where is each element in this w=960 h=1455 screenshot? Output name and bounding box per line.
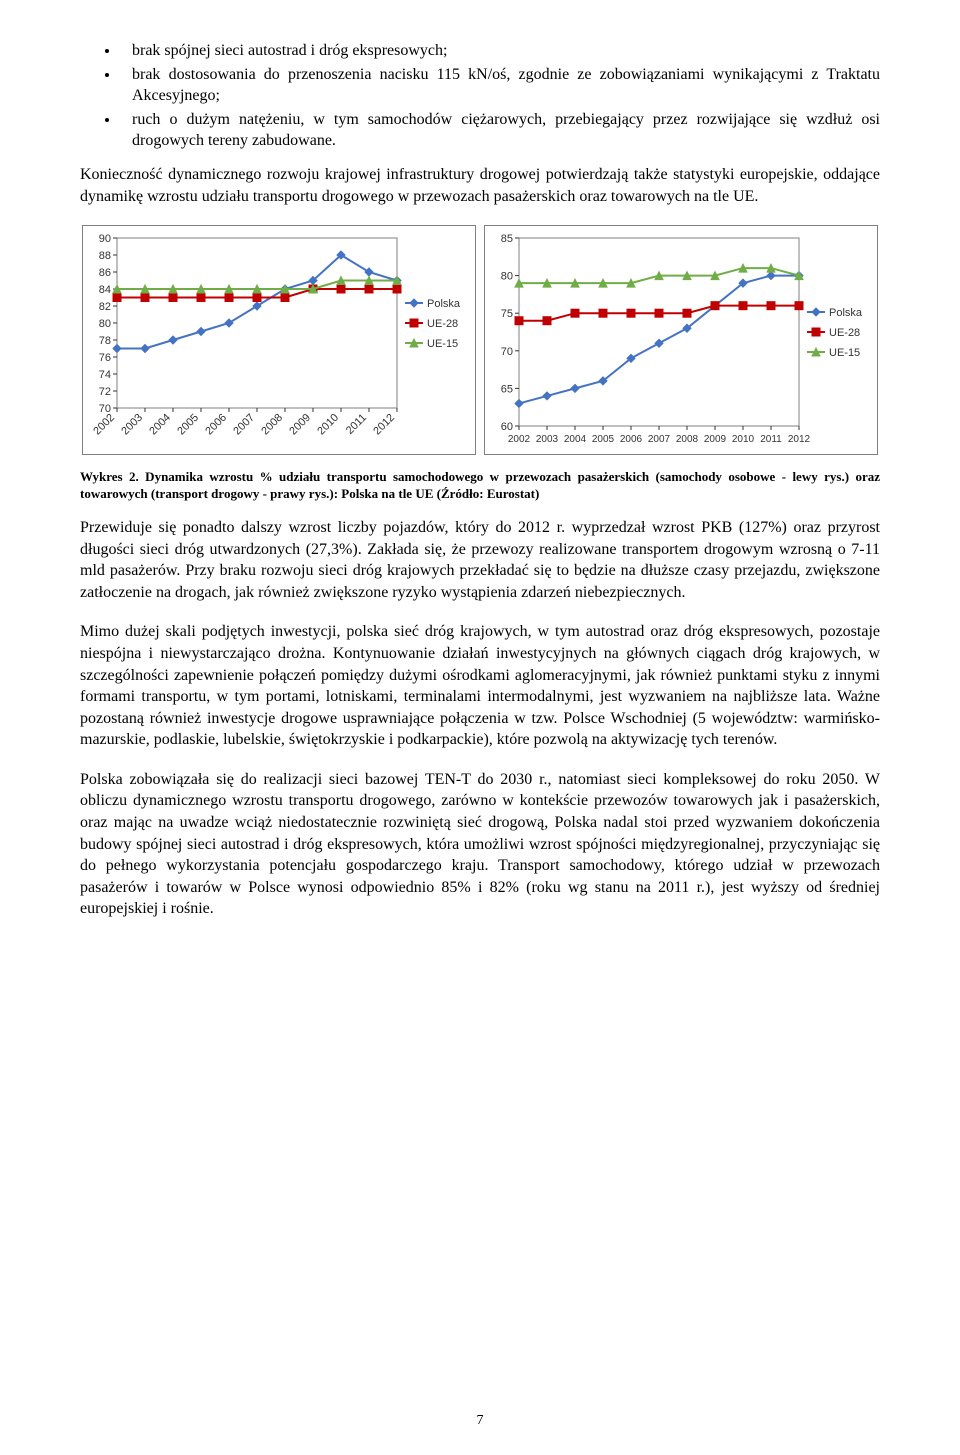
svg-text:70: 70 [501,346,513,358]
svg-text:UE-28: UE-28 [427,318,458,330]
chart-left: 7072747678808284868890200220032004200520… [82,225,476,455]
svg-text:80: 80 [99,318,111,330]
svg-text:Polska: Polska [829,307,863,319]
svg-text:2009: 2009 [704,434,727,445]
svg-text:86: 86 [99,267,111,279]
chart-right: 60 65 70 75 80 85 2002 2003 2004 2005 2006 2007 2008… [484,225,878,455]
svg-text:2011: 2011 [760,434,782,445]
svg-text:Polska: Polska [427,298,461,310]
chart-right-svg: 60 65 70 75 80 85 2002 2003 2004 2005 2006 2007 2008… [485,226,877,454]
svg-text:80: 80 [501,271,513,283]
svg-text:2007: 2007 [648,434,671,445]
paragraph: Mimo dużej skali podjętych inwestycji, p… [80,621,880,751]
paragraph: Polska zobowiązała się do realizacji sie… [80,769,880,920]
bullet-item: brak dostosowania do przenoszenia nacisk… [120,64,880,107]
svg-text:UE-15: UE-15 [829,347,860,359]
svg-text:2012: 2012 [788,434,811,445]
chart-caption: Wykres 2. Dynamika wzrostu % udziału tra… [80,469,880,503]
paragraph: Przewiduje się ponadto dalszy wzrost lic… [80,517,880,603]
svg-text:2008: 2008 [259,412,285,438]
svg-text:72: 72 [99,386,111,398]
svg-text:2006: 2006 [203,412,229,438]
svg-text:85: 85 [501,233,513,245]
bullet-item: brak spójnej sieci autostrad i dróg eksp… [120,40,880,62]
svg-text:2010: 2010 [315,412,341,438]
svg-text:2006: 2006 [620,434,643,445]
chart-left-svg: 7072747678808284868890200220032004200520… [83,226,475,454]
svg-text:65: 65 [501,384,513,396]
svg-text:2012: 2012 [371,412,397,438]
svg-text:88: 88 [99,250,111,262]
svg-text:90: 90 [99,233,111,245]
svg-text:2007: 2007 [231,412,257,438]
svg-text:2004: 2004 [147,412,173,438]
bullet-list: brak spójnej sieci autostrad i dróg eksp… [80,40,880,152]
svg-text:2005: 2005 [175,412,201,438]
svg-text:2005: 2005 [592,434,615,445]
svg-text:2010: 2010 [732,434,755,445]
svg-text:2008: 2008 [676,434,699,445]
svg-text:2004: 2004 [564,434,587,445]
svg-text:75: 75 [501,308,513,320]
svg-text:74: 74 [99,369,111,381]
svg-text:UE-28: UE-28 [829,327,860,339]
svg-text:2002: 2002 [508,434,531,445]
svg-text:2011: 2011 [344,412,369,437]
svg-text:2009: 2009 [287,412,313,438]
paragraph: Konieczność dynamicznego rozwoju krajowe… [80,164,880,207]
svg-text:2002: 2002 [91,412,117,438]
svg-text:2003: 2003 [536,434,559,445]
svg-text:76: 76 [99,352,111,364]
page-number: 7 [0,1413,960,1429]
charts-row: 7072747678808284868890200220032004200520… [80,225,880,455]
svg-text:84: 84 [99,284,111,296]
svg-text:82: 82 [99,301,111,313]
bullet-item: ruch o dużym natężeniu, w tym samochodów… [120,109,880,152]
page: brak spójnej sieci autostrad i dróg eksp… [0,0,960,1455]
svg-text:2003: 2003 [119,412,145,438]
svg-text:78: 78 [99,335,111,347]
svg-text:60: 60 [501,421,513,433]
svg-text:UE-15: UE-15 [427,338,458,350]
